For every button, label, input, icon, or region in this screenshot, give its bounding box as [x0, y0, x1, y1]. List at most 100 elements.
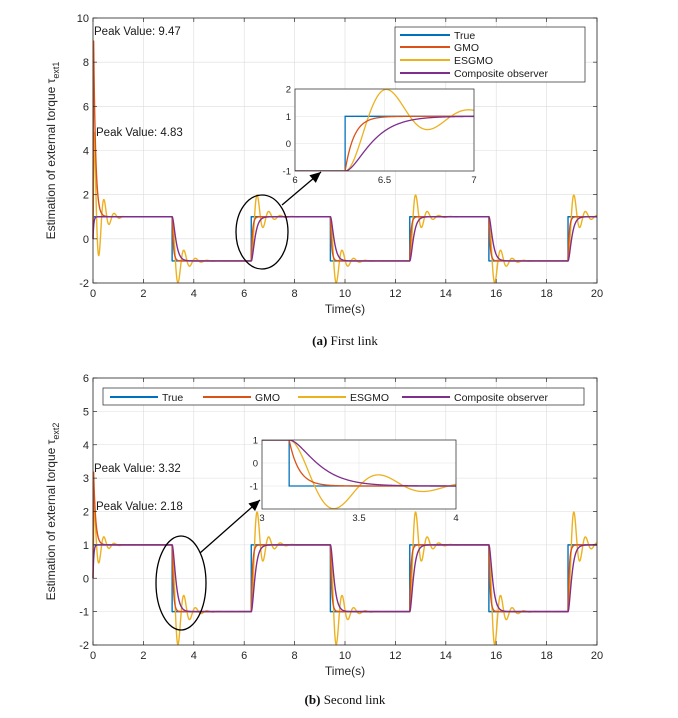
y-tick-label-6: 6: [83, 373, 89, 385]
x-tick-label-20: 20: [591, 288, 603, 300]
y-axis-label-main: Estimation of external torque τ: [44, 439, 58, 600]
zoom-arrow-head: [248, 500, 260, 512]
x-tick-label-0: 0: [90, 288, 96, 300]
x-axis-label: Time(s): [325, 664, 365, 678]
x-tick-label-6: 6: [241, 650, 247, 662]
inset-x-tick-label-3-5: 3.5: [352, 513, 365, 524]
x-tick-label-18: 18: [540, 288, 552, 300]
y-tick-label-2: -2: [79, 640, 89, 652]
legend: True GMO ESGMO Composite observer: [394, 26, 586, 83]
y-tick-label-2: 2: [83, 507, 89, 519]
y-tick-label-0: 0: [83, 573, 89, 585]
x-tick-label-4: 4: [191, 288, 197, 300]
x-tick-label-20: 20: [591, 650, 603, 662]
y-tick-label-1: 1: [83, 540, 89, 552]
inset-x-tick-label-6: 6: [292, 175, 297, 186]
caption-a: (a) First link: [312, 333, 378, 348]
x-tick-label-0: 0: [90, 650, 96, 662]
x-tick-label-10: 10: [339, 288, 351, 300]
inset-frame: [294, 88, 475, 172]
inset-frame: [261, 439, 457, 510]
inset-series-line-composite-observer: [295, 115, 474, 171]
y-tick-label-4: 4: [83, 440, 89, 452]
y-axis-label-subscript: ext1: [51, 62, 61, 79]
y-axis-label-main: Estimation of external torque τ: [44, 78, 58, 239]
y-axis-label: Estimation of external torque τext1: [44, 62, 61, 240]
y-tick-label-5: 5: [83, 406, 89, 418]
inset-series-line-composite-observer: [262, 440, 456, 487]
legend-label-true: True: [162, 392, 183, 404]
inset-y-tick-label-1: -1: [250, 482, 258, 493]
x-tick-label-16: 16: [490, 650, 502, 662]
legend-label-composite: Composite observer: [454, 68, 548, 80]
legend-label-gmo: GMO: [255, 392, 280, 404]
legend-label-esgmo: ESGMO: [454, 55, 493, 67]
inset-zoom-plot: 6 6.5 7 -1 0 1 2: [283, 85, 477, 187]
plot-area: [92, 40, 598, 284]
y-axis-label: Estimation of external torque τext2: [44, 423, 61, 601]
peak-annotation-1: Peak Value: 3.32: [94, 463, 181, 475]
x-tick-label-6: 6: [241, 288, 247, 300]
peak-annotation-2: Peak Value: 4.83: [96, 127, 183, 139]
inset-series-group: [295, 89, 474, 171]
series-line-composite-observer: [92, 544, 598, 613]
y-tick-label-1: -1: [79, 607, 89, 619]
inset-y-tick-label-1: 1: [286, 112, 291, 123]
inset-series-line-esgmo: [295, 89, 474, 171]
zoom-ellipse: [235, 194, 289, 270]
peak-annotation-2: Peak Value: 2.18: [96, 501, 183, 513]
x-tick-label-8: 8: [292, 288, 298, 300]
y-tick-label-2: -2: [79, 278, 89, 290]
zoom-callout: [155, 499, 261, 631]
caption-label: (a): [312, 333, 327, 348]
inset-y-tick-label-1: -1: [283, 167, 291, 178]
inset-y-tick-label-0: 0: [253, 459, 258, 470]
zoom-arrow-head: [309, 172, 321, 183]
peak-annotation-1: Peak Value: 9.47: [94, 26, 181, 38]
inset-x-tick-label-7: 7: [471, 175, 476, 186]
x-tick-label-10: 10: [339, 650, 351, 662]
inset-x-tick-label-6-5: 6.5: [378, 175, 391, 186]
x-tick-label-4: 4: [191, 650, 197, 662]
inset-y-tick-label-1: 1: [253, 436, 258, 447]
y-tick-label-0: 0: [83, 234, 89, 246]
x-tick-label-14: 14: [440, 288, 452, 300]
inset-x-tick-label-3: 3: [259, 513, 264, 524]
legend-label-true: True: [454, 30, 475, 42]
zoom-callout: [235, 171, 322, 270]
x-tick-label-8: 8: [292, 650, 298, 662]
x-tick-label-14: 14: [440, 650, 452, 662]
x-tick-label-18: 18: [540, 650, 552, 662]
inset-zoom-plot: 3 3.5 4 -1 0 1: [250, 436, 459, 525]
zoom-arrow-shaft: [199, 499, 261, 554]
legend-label-esgmo: ESGMO: [350, 392, 389, 404]
x-tick-label-16: 16: [490, 288, 502, 300]
caption-text: First link: [331, 333, 379, 348]
x-axis-label: Time(s): [325, 302, 365, 316]
plot-area: [92, 471, 598, 646]
y-tick-label-3: 3: [83, 473, 89, 485]
caption-label: (b): [305, 692, 321, 707]
legend: True GMO ESGMO Composite observer: [102, 387, 585, 406]
legend-label-gmo: GMO: [454, 42, 479, 54]
zoom-ellipse: [155, 535, 207, 631]
y-tick-label-2: 2: [83, 190, 89, 202]
legend-label-composite: Composite observer: [454, 392, 548, 404]
series-line-esgmo: [92, 505, 598, 646]
y-axis-label-subscript: ext2: [51, 423, 61, 440]
inset-y-tick-label-2: 2: [286, 85, 291, 96]
inset-series-group: [262, 440, 456, 509]
y-tick-label-10: 10: [77, 13, 89, 25]
y-tick-label-4: 4: [83, 146, 89, 158]
series-line-esgmo: [92, 132, 598, 284]
x-tick-label-12: 12: [389, 650, 401, 662]
inset-x-tick-label-4: 4: [453, 513, 458, 524]
inset-y-tick-label-0: 0: [286, 139, 291, 150]
y-tick-label-6: 6: [83, 101, 89, 113]
caption-text: Second link: [324, 692, 386, 707]
